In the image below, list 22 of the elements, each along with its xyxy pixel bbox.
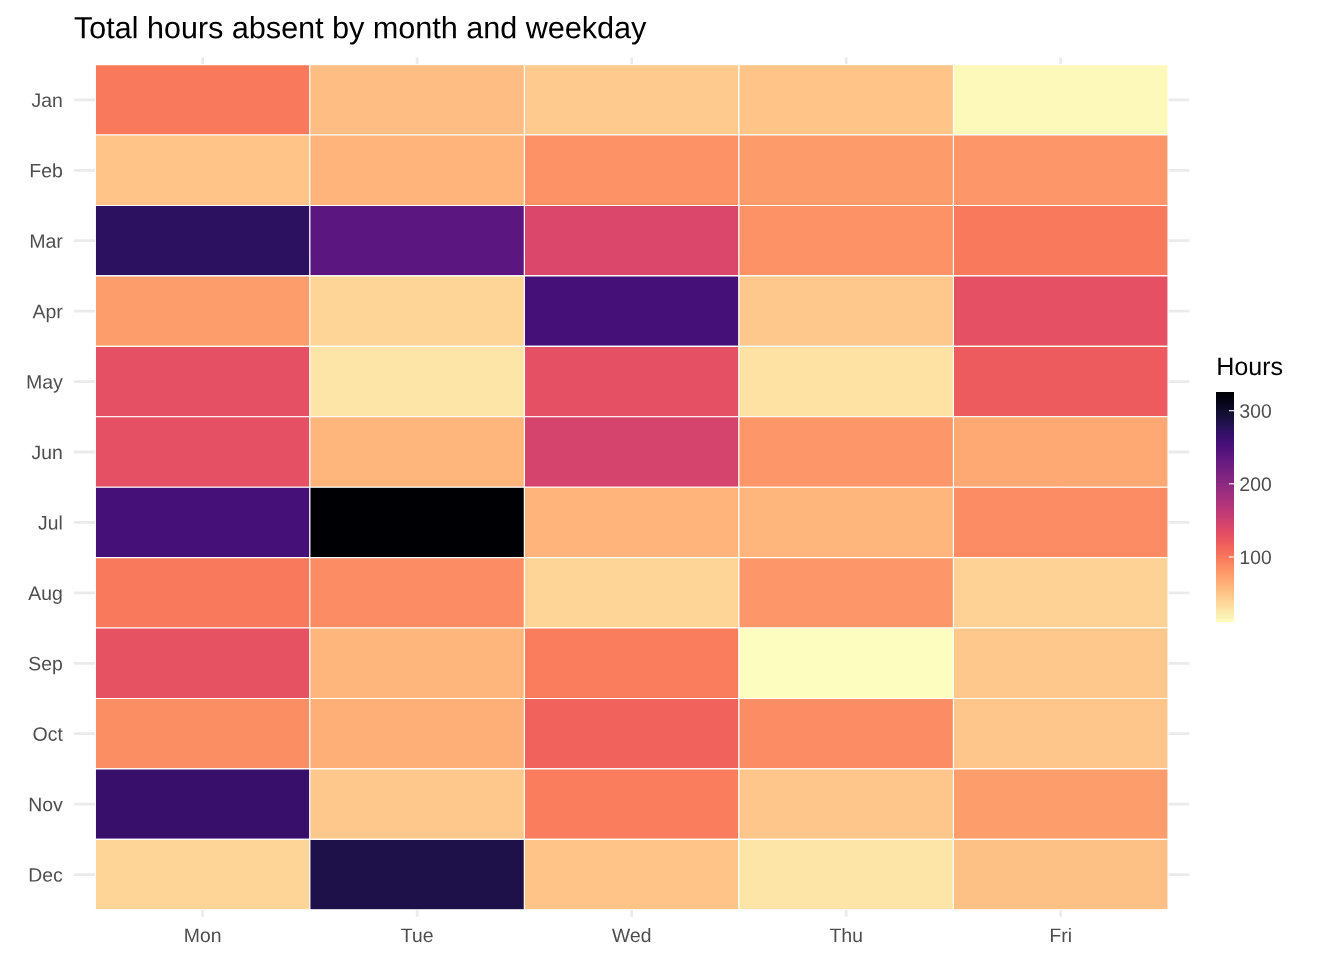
x-tick-label: Mon <box>185 928 221 943</box>
color-bar-label: 200 <box>1240 477 1272 492</box>
y-tick-label: Dec <box>29 868 63 882</box>
y-tick-label: Apr <box>32 304 63 323</box>
x-tick-label: Thu <box>829 927 862 943</box>
y-tick-label: Jan <box>31 93 62 108</box>
y-tick-label: May <box>27 375 63 393</box>
y-tick-label: Jun <box>31 445 62 460</box>
chart-title: Total hours absent by month and weekday <box>74 16 647 45</box>
color-bar-label: 300 <box>1240 404 1272 418</box>
y-tick-label: Sep <box>29 656 62 675</box>
x-tick-label: Tue <box>401 928 433 943</box>
x-tick-label: Fri <box>1050 927 1071 942</box>
y-tick-label: Feb <box>30 163 62 178</box>
y-tick-label: Jul <box>38 515 62 530</box>
y-tick-label: Nov <box>29 797 63 812</box>
color-bar-label: 100 <box>1240 550 1272 565</box>
y-tick-label: Mar <box>30 234 63 248</box>
x-tick-label: Wed <box>611 927 651 943</box>
y-tick-label: Aug <box>28 586 62 604</box>
y-tick-label: Oct <box>33 727 63 741</box>
legend-title: Hours <box>1218 357 1283 376</box>
